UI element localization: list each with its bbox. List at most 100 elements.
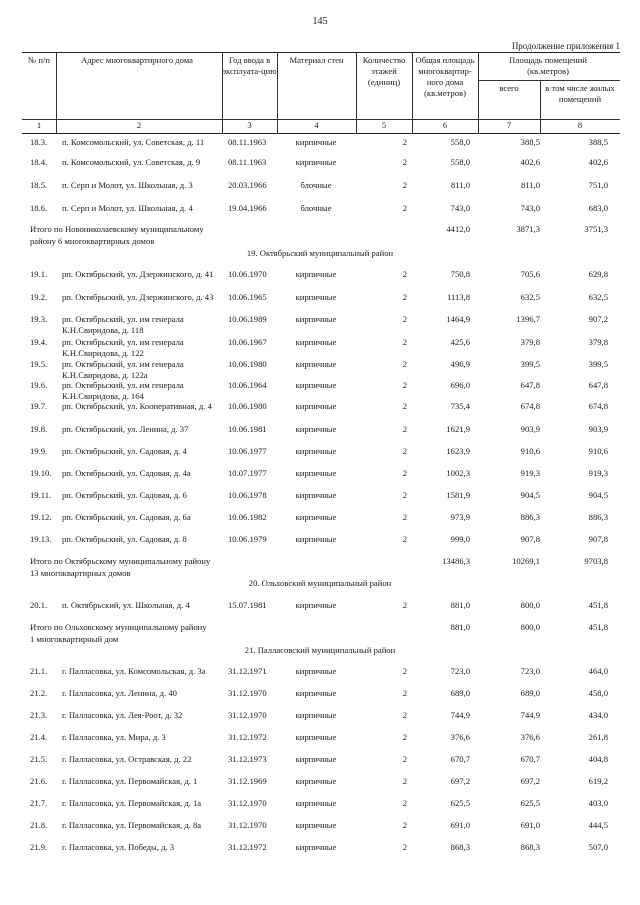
table-row: 19.8. рп. Октябрьский, ул. Ленина, д. 37 1… xyxy=(0,424,640,446)
address: п. Серп и Молот, ул. Школьная, д. 3 xyxy=(62,180,193,190)
page-number: 145 xyxy=(312,16,328,27)
commission-date: 31.12.1970 xyxy=(228,798,267,808)
commission-date: 31.12.1972 xyxy=(228,732,267,742)
address: п. Октябрьский, ул. Школьная, д. 4 xyxy=(62,600,190,610)
premises-area-living: 507,0 xyxy=(588,842,608,852)
premises-area-all: 691,0 xyxy=(520,820,540,830)
premises-area-all: 10269,1 xyxy=(512,556,540,566)
header-premises-area: Площадь помещений (кв.метров) xyxy=(509,55,587,76)
premises-area-living: 451,8 xyxy=(588,622,608,632)
total-label: Итого по Октябрьскому муниципальному рай… xyxy=(30,556,211,566)
address: рп. Октябрьский, ул. им генерала xyxy=(62,314,184,324)
premises-area-living: 629,8 xyxy=(588,269,608,279)
wall-material: кирпичные xyxy=(295,600,337,610)
total-area: 376,6 xyxy=(450,732,470,742)
wall-material: кирпичные xyxy=(295,754,337,764)
wall-material: кирпичные xyxy=(295,468,337,478)
table-row: 19.11. рп. Октябрьский, ул. Садовая, д. 6… xyxy=(0,490,640,512)
total-area: 743,0 xyxy=(450,203,470,213)
address: г. Палласовка, ул. Лея-Роот, д. 32 xyxy=(62,710,183,720)
total-area: 558,0 xyxy=(450,157,470,167)
floors: 2 xyxy=(402,380,407,390)
commission-date: 10.06.1980 xyxy=(228,359,267,369)
premises-area-all: 379,8 xyxy=(520,337,540,347)
row-number: 21.8. xyxy=(30,820,48,830)
commission-date: 31.12.1972 xyxy=(228,842,267,852)
section-heading: 20. Ольховский муниципальный район xyxy=(0,578,640,600)
row-number: 19.8. xyxy=(30,424,48,434)
row-number: 21.9. xyxy=(30,842,48,852)
commission-date: 15.07.1981 xyxy=(228,600,267,610)
premises-area-living: 919,3 xyxy=(588,468,608,478)
wall-material: кирпичные xyxy=(295,359,337,369)
total-area: 1464,9 xyxy=(446,314,470,324)
commission-date: 08.11.1963 xyxy=(228,137,267,147)
address: рп. Октябрьский, ул. Садовая, д. 8 xyxy=(62,534,187,544)
premises-area-living: 388,5 xyxy=(588,137,608,147)
address: К.Н.Свиридова, д. 122 xyxy=(62,348,144,358)
address: рп. Октябрьский, ул. Дзержинского, д. 41 xyxy=(62,269,214,279)
address: рп. Октябрьский, ул. им генерала xyxy=(62,337,184,347)
table-row: 18.5. п. Серп и Молот, ул. Школьная, д. 3… xyxy=(0,180,640,202)
row-number: 18.6. xyxy=(30,203,48,213)
floors: 2 xyxy=(402,512,407,522)
premises-area-living: 434,0 xyxy=(588,710,608,720)
table-row: 19.7. рп. Октябрьский, ул. Кооперативная,… xyxy=(0,401,640,423)
floors: 2 xyxy=(402,710,407,720)
floors: 2 xyxy=(402,359,407,369)
colnum-6: 6 xyxy=(442,120,448,130)
floors: 2 xyxy=(402,203,407,213)
table-row: 21.1. г. Палласовка, ул. Комсомольская, д… xyxy=(0,666,640,688)
table-row: 18.4. п. Комсомольский, ул. Советская, д.… xyxy=(0,157,640,179)
commission-date: 10.06.1980 xyxy=(228,401,267,411)
address: п. Комсомольский, ул. Советская, д. 9 xyxy=(62,157,201,167)
row-number: 19.5. xyxy=(30,359,48,369)
address: К.Н.Свиридова, д. 122а xyxy=(62,370,148,380)
row-number: 19.11. xyxy=(30,490,52,500)
address: рп. Октябрьский, ул. Садовая, д. 6 xyxy=(62,490,187,500)
section-heading: 21. Палласовский муниципальный район xyxy=(0,645,640,667)
wall-material: кирпичные xyxy=(295,337,337,347)
row-number: 21.5. xyxy=(30,754,48,764)
total-area: 691,0 xyxy=(450,820,470,830)
premises-area-living: 451,8 xyxy=(588,600,608,610)
premises-area-living: 404,8 xyxy=(588,754,608,764)
total-area: 1623,9 xyxy=(446,446,470,456)
premises-area-living: 647,8 xyxy=(588,380,608,390)
floors: 2 xyxy=(402,180,407,190)
section-title: 19. Октябрьский муниципальный район xyxy=(246,248,394,258)
total-label: 13 многоквартирных домов xyxy=(30,568,131,578)
colnum-1: 1 xyxy=(36,120,42,130)
premises-area-all: 907,8 xyxy=(520,534,540,544)
wall-material: кирпичные xyxy=(295,798,337,808)
premises-area-all: 743,0 xyxy=(520,203,540,213)
total-row: Итого по Новониколаевскому муниципальном… xyxy=(0,224,640,246)
row-number: 18.3. xyxy=(30,137,48,147)
address: п. Серп и Молот, ул. Школьная, д. 4 xyxy=(62,203,193,213)
total-area: 558,0 xyxy=(450,137,470,147)
premises-area-all: 399,5 xyxy=(520,359,540,369)
row-number: 18.5. xyxy=(30,180,48,190)
wall-material: кирпичные xyxy=(295,842,337,852)
premises-area-living: 261,8 xyxy=(588,732,608,742)
total-row: Итого по Октябрьскому муниципальному рай… xyxy=(0,556,640,578)
premises-area-all: 376,6 xyxy=(520,732,540,742)
floors: 2 xyxy=(402,600,407,610)
total-area: 4412,0 xyxy=(446,224,470,234)
premises-area-all: 868,3 xyxy=(520,842,540,852)
floors: 2 xyxy=(402,842,407,852)
table-row: 19.4. рп. Октябрьский, ул. им генерала К.Н… xyxy=(0,337,640,359)
premises-area-all: 697,2 xyxy=(520,776,540,786)
floors: 2 xyxy=(402,157,407,167)
colnum-3: 3 xyxy=(247,120,252,130)
total-area: 735,4 xyxy=(450,401,470,411)
wall-material: кирпичные xyxy=(295,688,337,698)
table-header: № п/п Адрес многоквартирного дома Год вв… xyxy=(22,52,620,134)
premises-area-living: 904,5 xyxy=(588,490,608,500)
commission-date: 10.06.1967 xyxy=(228,337,267,347)
table-row: 21.8. г. Палласовка, ул. Первомайская, д.… xyxy=(0,820,640,842)
floors: 2 xyxy=(402,424,407,434)
commission-date: 10.06.1965 xyxy=(228,292,267,302)
header-total-area: Общая площадь многоквартир-ного дома (кв… xyxy=(415,55,475,98)
address: рп. Октябрьский, ул. им генерала xyxy=(62,359,184,369)
